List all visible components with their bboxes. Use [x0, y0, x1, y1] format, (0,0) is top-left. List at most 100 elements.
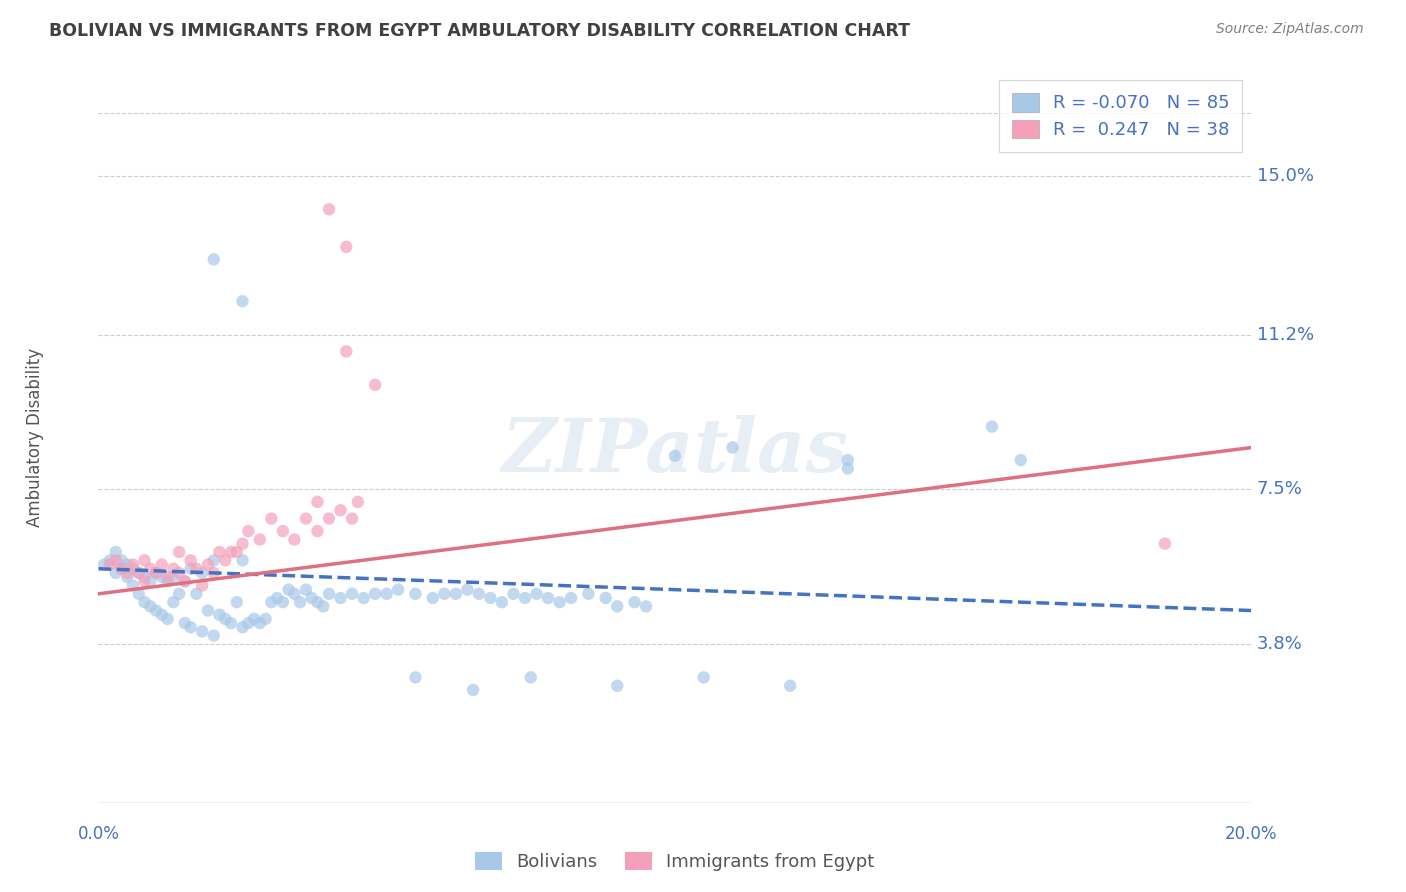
Point	[202, 629, 225, 643]
Point	[271, 595, 294, 609]
Point	[145, 566, 167, 580]
Text: Ambulatory Disability: Ambulatory Disability	[27, 348, 44, 526]
Point	[167, 566, 190, 580]
Point	[219, 616, 242, 631]
Point	[150, 570, 173, 584]
Point	[479, 591, 502, 605]
Point	[98, 553, 121, 567]
Point	[174, 574, 197, 589]
Point	[721, 441, 744, 455]
Point	[214, 553, 236, 567]
Text: 15.0%: 15.0%	[1257, 167, 1315, 185]
Point	[779, 679, 801, 693]
Point	[295, 511, 318, 525]
Point	[243, 612, 266, 626]
Point	[307, 495, 329, 509]
Point	[335, 344, 357, 359]
Point	[214, 612, 236, 626]
Point	[145, 603, 167, 617]
Point	[433, 587, 456, 601]
Point	[318, 511, 340, 525]
Point	[197, 558, 219, 572]
Point	[197, 603, 219, 617]
Point	[150, 607, 173, 622]
Point	[461, 682, 484, 697]
Point	[162, 595, 184, 609]
Point	[186, 587, 208, 601]
Point	[162, 562, 184, 576]
Point	[837, 461, 859, 475]
Text: 11.2%: 11.2%	[1257, 326, 1315, 343]
Point	[128, 566, 150, 580]
Point	[353, 591, 375, 605]
Point	[139, 562, 162, 576]
Point	[225, 595, 247, 609]
Point	[191, 624, 214, 639]
Point	[249, 616, 271, 631]
Point	[174, 574, 197, 589]
Point	[231, 536, 254, 550]
Point	[623, 595, 645, 609]
Point	[225, 545, 247, 559]
Point	[260, 511, 283, 525]
Point	[180, 562, 202, 576]
Point	[444, 587, 467, 601]
Text: 0.0%: 0.0%	[77, 825, 120, 843]
Point	[249, 533, 271, 547]
Legend: R = -0.070   N = 85, R =  0.247   N = 38: R = -0.070 N = 85, R = 0.247 N = 38	[998, 80, 1243, 152]
Point	[117, 566, 138, 580]
Point	[110, 553, 132, 567]
Point	[664, 449, 686, 463]
Point	[254, 612, 277, 626]
Point	[301, 591, 323, 605]
Point	[375, 587, 398, 601]
Text: ZIPatlas: ZIPatlas	[502, 416, 848, 488]
Point	[537, 591, 560, 605]
Point	[513, 591, 536, 605]
Point	[128, 587, 150, 601]
Text: 20.0%: 20.0%	[1225, 825, 1278, 843]
Point	[122, 558, 145, 572]
Point	[122, 578, 145, 592]
Point	[231, 294, 254, 309]
Point	[526, 587, 548, 601]
Point	[134, 570, 156, 584]
Text: BOLIVIAN VS IMMIGRANTS FROM EGYPT AMBULATORY DISABILITY CORRELATION CHART: BOLIVIAN VS IMMIGRANTS FROM EGYPT AMBULA…	[49, 22, 910, 40]
Point	[335, 240, 357, 254]
Point	[167, 545, 190, 559]
Point	[156, 612, 179, 626]
Text: Source: ZipAtlas.com: Source: ZipAtlas.com	[1216, 22, 1364, 37]
Point	[98, 558, 121, 572]
Point	[405, 670, 427, 684]
Point	[329, 503, 352, 517]
Point	[180, 620, 202, 634]
Point	[104, 566, 127, 580]
Point	[117, 558, 138, 572]
Point	[318, 587, 340, 601]
Point	[122, 562, 145, 576]
Point	[134, 574, 156, 589]
Point	[174, 616, 197, 631]
Point	[277, 582, 299, 597]
Point	[186, 562, 208, 576]
Point	[156, 570, 179, 584]
Point	[491, 595, 513, 609]
Point	[290, 595, 312, 609]
Point	[1153, 536, 1175, 550]
Point	[104, 545, 127, 559]
Point	[340, 587, 363, 601]
Point	[191, 578, 214, 592]
Point	[422, 591, 444, 605]
Point	[283, 533, 305, 547]
Point	[180, 553, 202, 567]
Point	[110, 562, 132, 576]
Point	[150, 558, 173, 572]
Point	[837, 453, 859, 467]
Point	[93, 558, 115, 572]
Point	[117, 570, 138, 584]
Point	[202, 553, 225, 567]
Point	[364, 587, 387, 601]
Point	[307, 595, 329, 609]
Point	[219, 545, 242, 559]
Point	[202, 566, 225, 580]
